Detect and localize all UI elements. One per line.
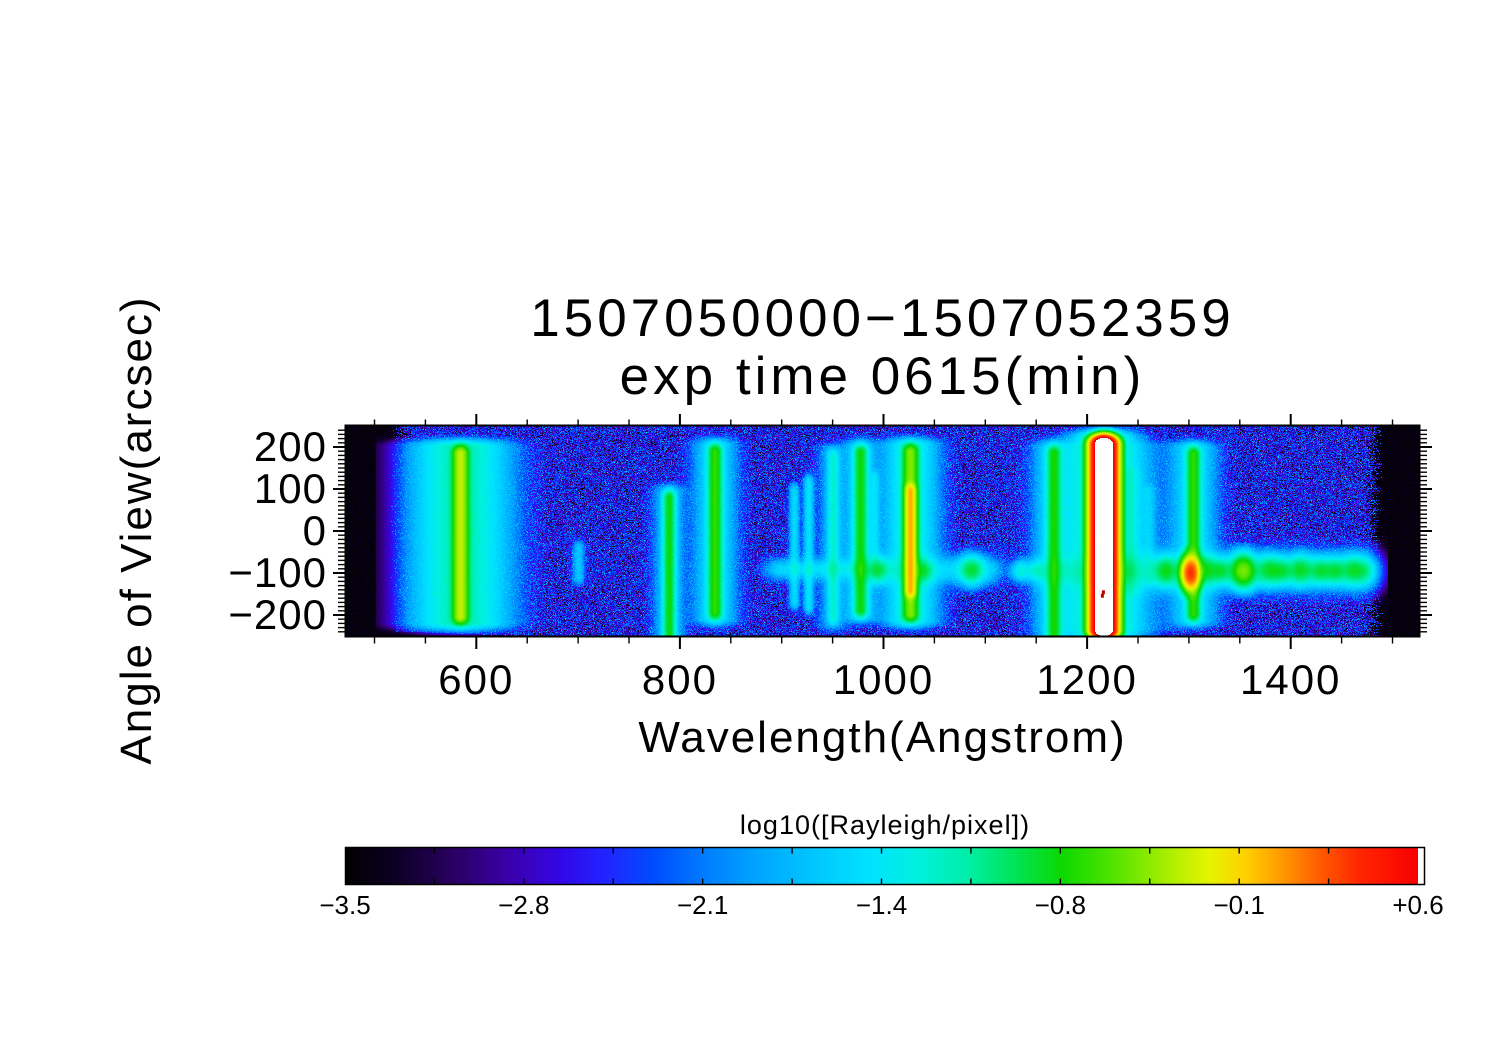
colorbar-image <box>345 847 1425 885</box>
x-tick-label: 800 <box>641 656 718 703</box>
y-tick-label: 200 <box>253 423 327 470</box>
colorbar-tick-label: −0.8 <box>1034 890 1086 920</box>
spectrogram-image <box>346 426 1420 636</box>
x-tick-label: 1000 <box>832 656 935 703</box>
colorbar-tick-label: −2.8 <box>498 890 550 920</box>
y-tick-label: 0 <box>302 507 327 554</box>
colorbar-tick-label: −2.1 <box>676 890 729 920</box>
plot-title: 1507050000−1507052359 <box>530 289 1235 348</box>
colorbar-tick-label: −0.1 <box>1213 890 1265 920</box>
y-tick-label: −100 <box>228 549 327 596</box>
x-tick-label: 1400 <box>1239 656 1342 703</box>
colorbar-tick-label: −3.5 <box>319 890 371 920</box>
colorbar-title: log10([Rayleigh/pixel]) <box>739 810 1031 840</box>
colorbar-tick-label: −1.4 <box>855 890 908 920</box>
x-tick-label: 1200 <box>1036 656 1138 703</box>
x-axis-label: Wavelength(Angstrom) <box>638 713 1127 762</box>
plot-subtitle: exp time 0615(min) <box>619 347 1146 406</box>
colorbar-tick-label: +0.6 <box>1392 890 1444 920</box>
y-tick-label: −200 <box>228 591 327 638</box>
y-axis-label: Angle of View(arcsec) <box>112 295 161 765</box>
x-tick-label: 600 <box>438 656 515 703</box>
y-tick-label: 100 <box>253 465 327 512</box>
